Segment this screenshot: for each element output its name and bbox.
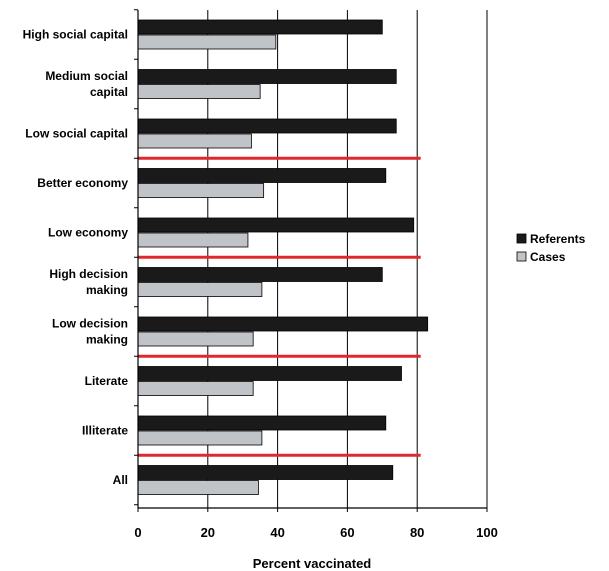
x-tick-label-40: 40 bbox=[270, 525, 284, 540]
bar-referents-7 bbox=[137, 316, 429, 332]
bar-referents-5 bbox=[137, 217, 415, 233]
bar-cases-9 bbox=[137, 430, 263, 446]
bar-cases-5 bbox=[137, 232, 249, 248]
legend-label-cases: Cases bbox=[530, 250, 566, 264]
category-label-6-line2: making bbox=[86, 283, 128, 297]
bar-referents-10 bbox=[137, 465, 394, 480]
category-label-5: Low economy bbox=[48, 226, 128, 240]
bar-cases-10 bbox=[137, 480, 259, 495]
bar-cases-2 bbox=[137, 84, 261, 99]
x-tick-label-0: 0 bbox=[134, 525, 141, 540]
x-tick-label-100: 100 bbox=[476, 525, 498, 540]
bar-referents-1 bbox=[137, 19, 383, 35]
bar-cases-8 bbox=[137, 381, 254, 396]
bar-cases-7 bbox=[137, 331, 254, 347]
category-label-2-line2: capital bbox=[90, 85, 128, 99]
x-tick-labels: 0 20 40 60 80 100 bbox=[134, 525, 497, 540]
category-label-4: Better economy bbox=[37, 176, 128, 190]
category-label-8: Literate bbox=[85, 374, 129, 388]
bar-referents-2 bbox=[137, 69, 397, 84]
category-label-2-line1: Medium social bbox=[45, 69, 128, 83]
bar-referents-8 bbox=[137, 366, 402, 381]
bar-referents-4 bbox=[137, 168, 387, 183]
bar-cases-1 bbox=[137, 34, 277, 50]
x-tick-label-20: 20 bbox=[201, 525, 215, 540]
category-labels: High social capital Medium social capital L… bbox=[23, 28, 129, 488]
x-tick-label-60: 60 bbox=[340, 525, 354, 540]
bar-referents-3 bbox=[137, 118, 397, 134]
x-axis-title: Percent vaccinated bbox=[253, 556, 372, 571]
category-label-7-line2: making bbox=[86, 333, 128, 347]
x-tick-label-80: 80 bbox=[410, 525, 424, 540]
category-label-9: Illiterate bbox=[82, 424, 128, 438]
category-label-7-line1: Low decision bbox=[52, 317, 128, 331]
axes bbox=[134, 9, 488, 512]
legend-swatch-cases bbox=[516, 251, 527, 262]
category-label-1: High social capital bbox=[23, 28, 128, 42]
group-separators bbox=[138, 156, 421, 457]
category-label-6-line1: High decision bbox=[49, 267, 128, 281]
bar-cases-6 bbox=[137, 282, 263, 297]
bar-cases-4 bbox=[137, 183, 265, 198]
bar-referents-9 bbox=[137, 415, 387, 431]
bar-referents-6 bbox=[137, 267, 383, 282]
category-label-3: Low social capital bbox=[25, 127, 128, 141]
bar-cases-3 bbox=[137, 133, 252, 149]
legend: Referents Cases bbox=[516, 232, 586, 264]
category-label-10: All bbox=[113, 473, 128, 487]
legend-swatch-referents bbox=[516, 233, 527, 244]
legend-label-referents: Referents bbox=[530, 232, 586, 246]
